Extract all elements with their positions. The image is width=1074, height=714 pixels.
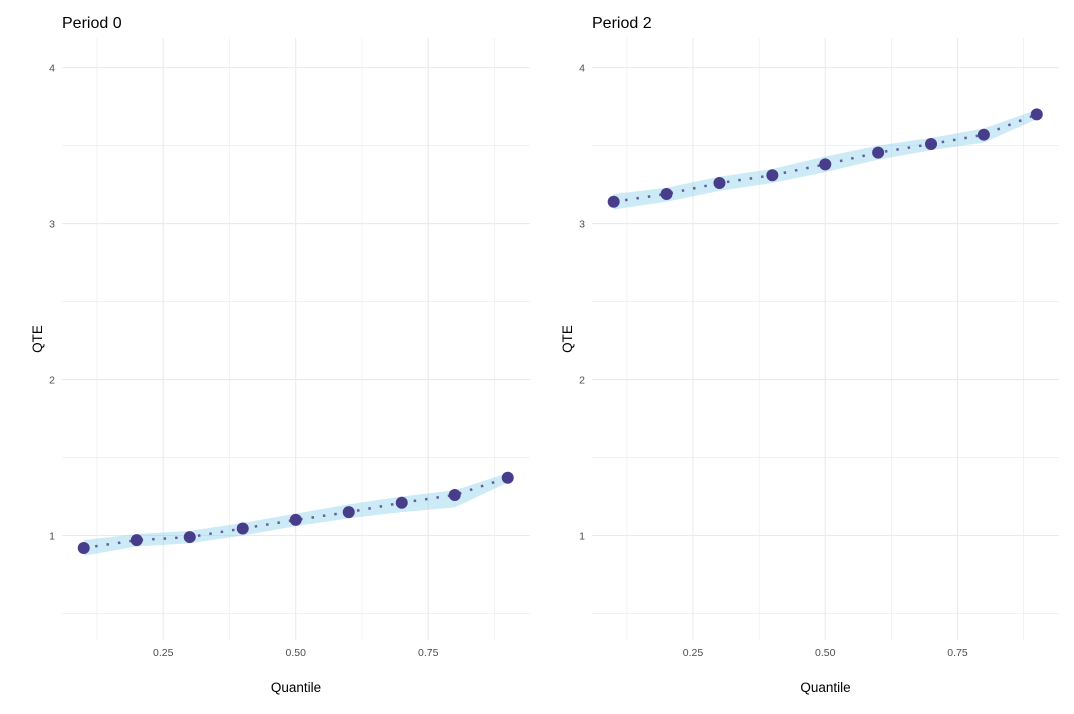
data-point: [342, 506, 355, 519]
panel-title: Period 2: [592, 15, 652, 32]
y-tick-label: 1: [49, 531, 55, 543]
y-axis-label: QTE: [560, 325, 575, 353]
data-point: [130, 534, 143, 547]
x-axis-label: Quantile: [271, 680, 321, 695]
y-tick-label: 4: [49, 63, 55, 75]
data-point: [501, 471, 514, 484]
x-tick-label: 0.50: [286, 647, 307, 659]
y-tick-label: 3: [579, 219, 585, 231]
data-point: [183, 531, 196, 544]
y-tick-label: 1: [579, 531, 585, 543]
y-tick-label: 4: [579, 63, 585, 75]
data-point: [872, 146, 885, 159]
data-point: [977, 128, 990, 141]
y-tick-label: 2: [579, 375, 585, 387]
data-point: [77, 541, 90, 554]
data-point: [925, 138, 938, 151]
data-point: [819, 158, 832, 171]
data-point: [713, 177, 726, 190]
x-tick-label: 0.75: [418, 647, 439, 659]
data-point: [1030, 108, 1043, 121]
x-axis-label: Quantile: [800, 680, 850, 695]
data-point: [289, 513, 302, 526]
x-tick-label: 0.25: [683, 647, 704, 659]
panel-0: 0.25 0.50 0.75 1 2 3 4 Period 0 Quantile QTE: [30, 15, 530, 695]
y-tick-label: 2: [49, 375, 55, 387]
panel-title: Period 0: [62, 15, 122, 32]
y-axis-label: QTE: [30, 325, 45, 353]
data-point: [607, 195, 620, 208]
data-point: [236, 522, 249, 535]
panel-1: 0.25 0.50 0.75 1 2 3 4 Period 2 Quantile QTE: [560, 15, 1059, 695]
data-point: [395, 496, 408, 509]
data-point: [448, 488, 461, 501]
qte-line: [83, 476, 509, 550]
data-point: [766, 169, 779, 182]
x-tick-label: 0.25: [153, 647, 174, 659]
x-tick-label: 0.50: [815, 647, 836, 659]
data-point: [660, 187, 673, 200]
qte-line: [613, 113, 1038, 203]
x-tick-label: 0.75: [947, 647, 968, 659]
y-tick-label: 3: [49, 219, 55, 231]
